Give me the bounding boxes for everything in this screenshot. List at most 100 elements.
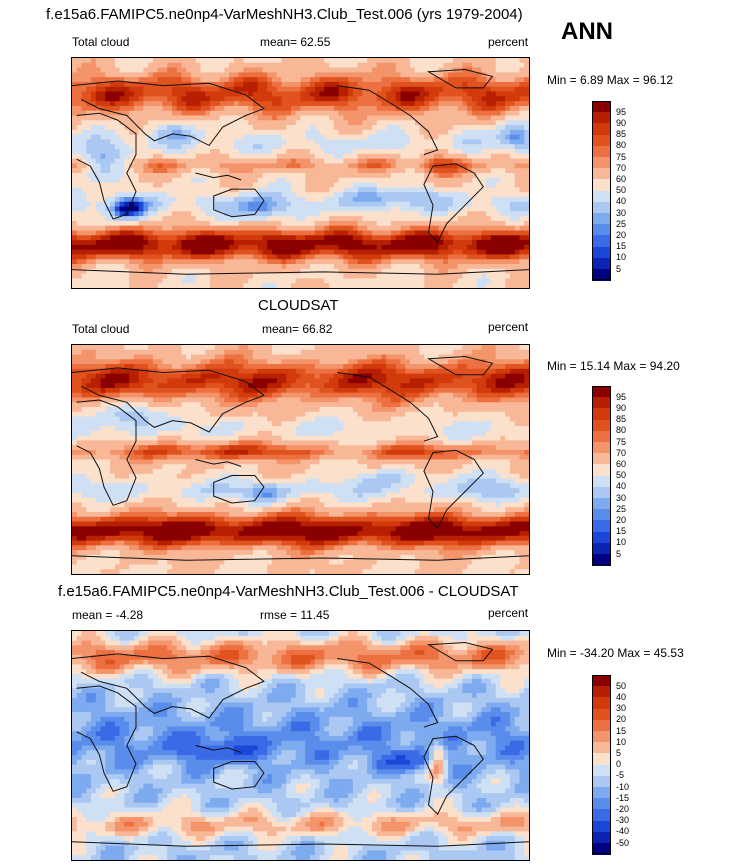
field-cell	[314, 115, 321, 121]
field-cell	[229, 105, 235, 112]
field-cell	[519, 134, 525, 141]
field-cell	[219, 96, 225, 102]
field-cell	[81, 149, 87, 155]
field-cell	[229, 211, 235, 217]
field-cell	[367, 134, 373, 141]
field-cell	[162, 149, 168, 155]
field-cell	[191, 225, 197, 232]
field-cell	[414, 192, 421, 198]
field-cell	[448, 249, 454, 256]
field-cell	[176, 58, 183, 64]
field-cell	[305, 67, 311, 73]
field-cell	[457, 230, 463, 236]
field-cell	[500, 58, 506, 64]
field-cell	[338, 86, 344, 93]
field-cell	[281, 86, 287, 93]
field-cell	[295, 196, 302, 203]
field-cell	[243, 168, 249, 174]
field-cell	[514, 129, 521, 136]
field-cell	[214, 196, 221, 203]
field-cell	[86, 96, 92, 102]
field-cell	[438, 225, 444, 232]
field-cell	[176, 216, 183, 222]
field-cell	[390, 225, 397, 232]
field-cell	[152, 187, 159, 193]
field-cell	[114, 240, 121, 246]
field-cell	[357, 216, 363, 222]
field-cell	[152, 349, 159, 356]
field-cell	[505, 115, 511, 121]
field-cell	[110, 196, 116, 203]
field-cell	[72, 153, 78, 160]
field-cell	[395, 235, 402, 241]
field-cell	[162, 139, 168, 145]
field-cell	[462, 144, 468, 150]
field-cell	[305, 196, 311, 203]
field-cell	[429, 345, 435, 351]
field-cell	[333, 283, 340, 288]
field-cell	[505, 72, 511, 78]
field-cell	[476, 125, 482, 131]
field-cell	[91, 225, 97, 232]
field-cell	[314, 273, 321, 280]
field-cell	[395, 240, 402, 246]
field-cell	[243, 220, 249, 227]
field-cell	[343, 105, 349, 112]
field-cell	[471, 81, 478, 88]
field-cell	[405, 211, 411, 217]
field-cell	[333, 201, 340, 208]
field-cell	[148, 273, 154, 280]
field-cell	[467, 115, 473, 121]
field-cell	[238, 354, 244, 360]
field-cell	[224, 115, 230, 121]
field-cell	[200, 201, 206, 208]
field-cell	[343, 120, 349, 126]
field-cell	[395, 259, 402, 265]
field-cell	[133, 354, 140, 360]
field-cell	[119, 349, 125, 356]
field-cell	[290, 67, 297, 73]
field-cell	[457, 283, 463, 288]
field-cell	[267, 230, 273, 236]
field-cell	[167, 139, 173, 145]
field-cell	[367, 149, 373, 155]
field-cell	[357, 182, 363, 188]
field-cell	[438, 139, 444, 145]
field-cell	[462, 101, 468, 107]
field-cell	[452, 158, 459, 165]
field-cell	[500, 67, 506, 73]
field-cell	[471, 144, 478, 150]
field-cell	[114, 158, 121, 165]
panel2-units: percent	[488, 320, 529, 334]
field-cell	[524, 101, 529, 107]
field-cell	[162, 120, 168, 126]
field-cell	[386, 187, 392, 193]
field-cell	[262, 225, 268, 232]
field-cell	[371, 230, 378, 236]
field-cell	[314, 187, 321, 193]
field-cell	[381, 105, 387, 112]
field-cell	[181, 120, 187, 126]
field-cell	[195, 115, 202, 121]
field-cell	[214, 259, 221, 265]
field-cell	[167, 129, 173, 136]
field-cell	[476, 254, 482, 260]
field-cell	[405, 220, 411, 227]
field-cell	[400, 168, 406, 174]
field-cell	[505, 354, 511, 360]
field-cell	[514, 134, 521, 141]
field-cell	[500, 139, 506, 145]
field-cell	[262, 72, 268, 78]
field-cell	[224, 268, 230, 275]
field-cell	[267, 211, 273, 217]
field-cell	[362, 134, 368, 141]
field-cell	[305, 216, 311, 222]
field-cell	[238, 105, 244, 112]
field-cell	[367, 182, 373, 188]
field-cell	[200, 182, 206, 188]
field-cell	[143, 254, 149, 260]
field-cell	[333, 177, 340, 184]
field-cell	[348, 168, 354, 174]
field-cell	[329, 244, 335, 251]
field-cell	[443, 273, 449, 280]
